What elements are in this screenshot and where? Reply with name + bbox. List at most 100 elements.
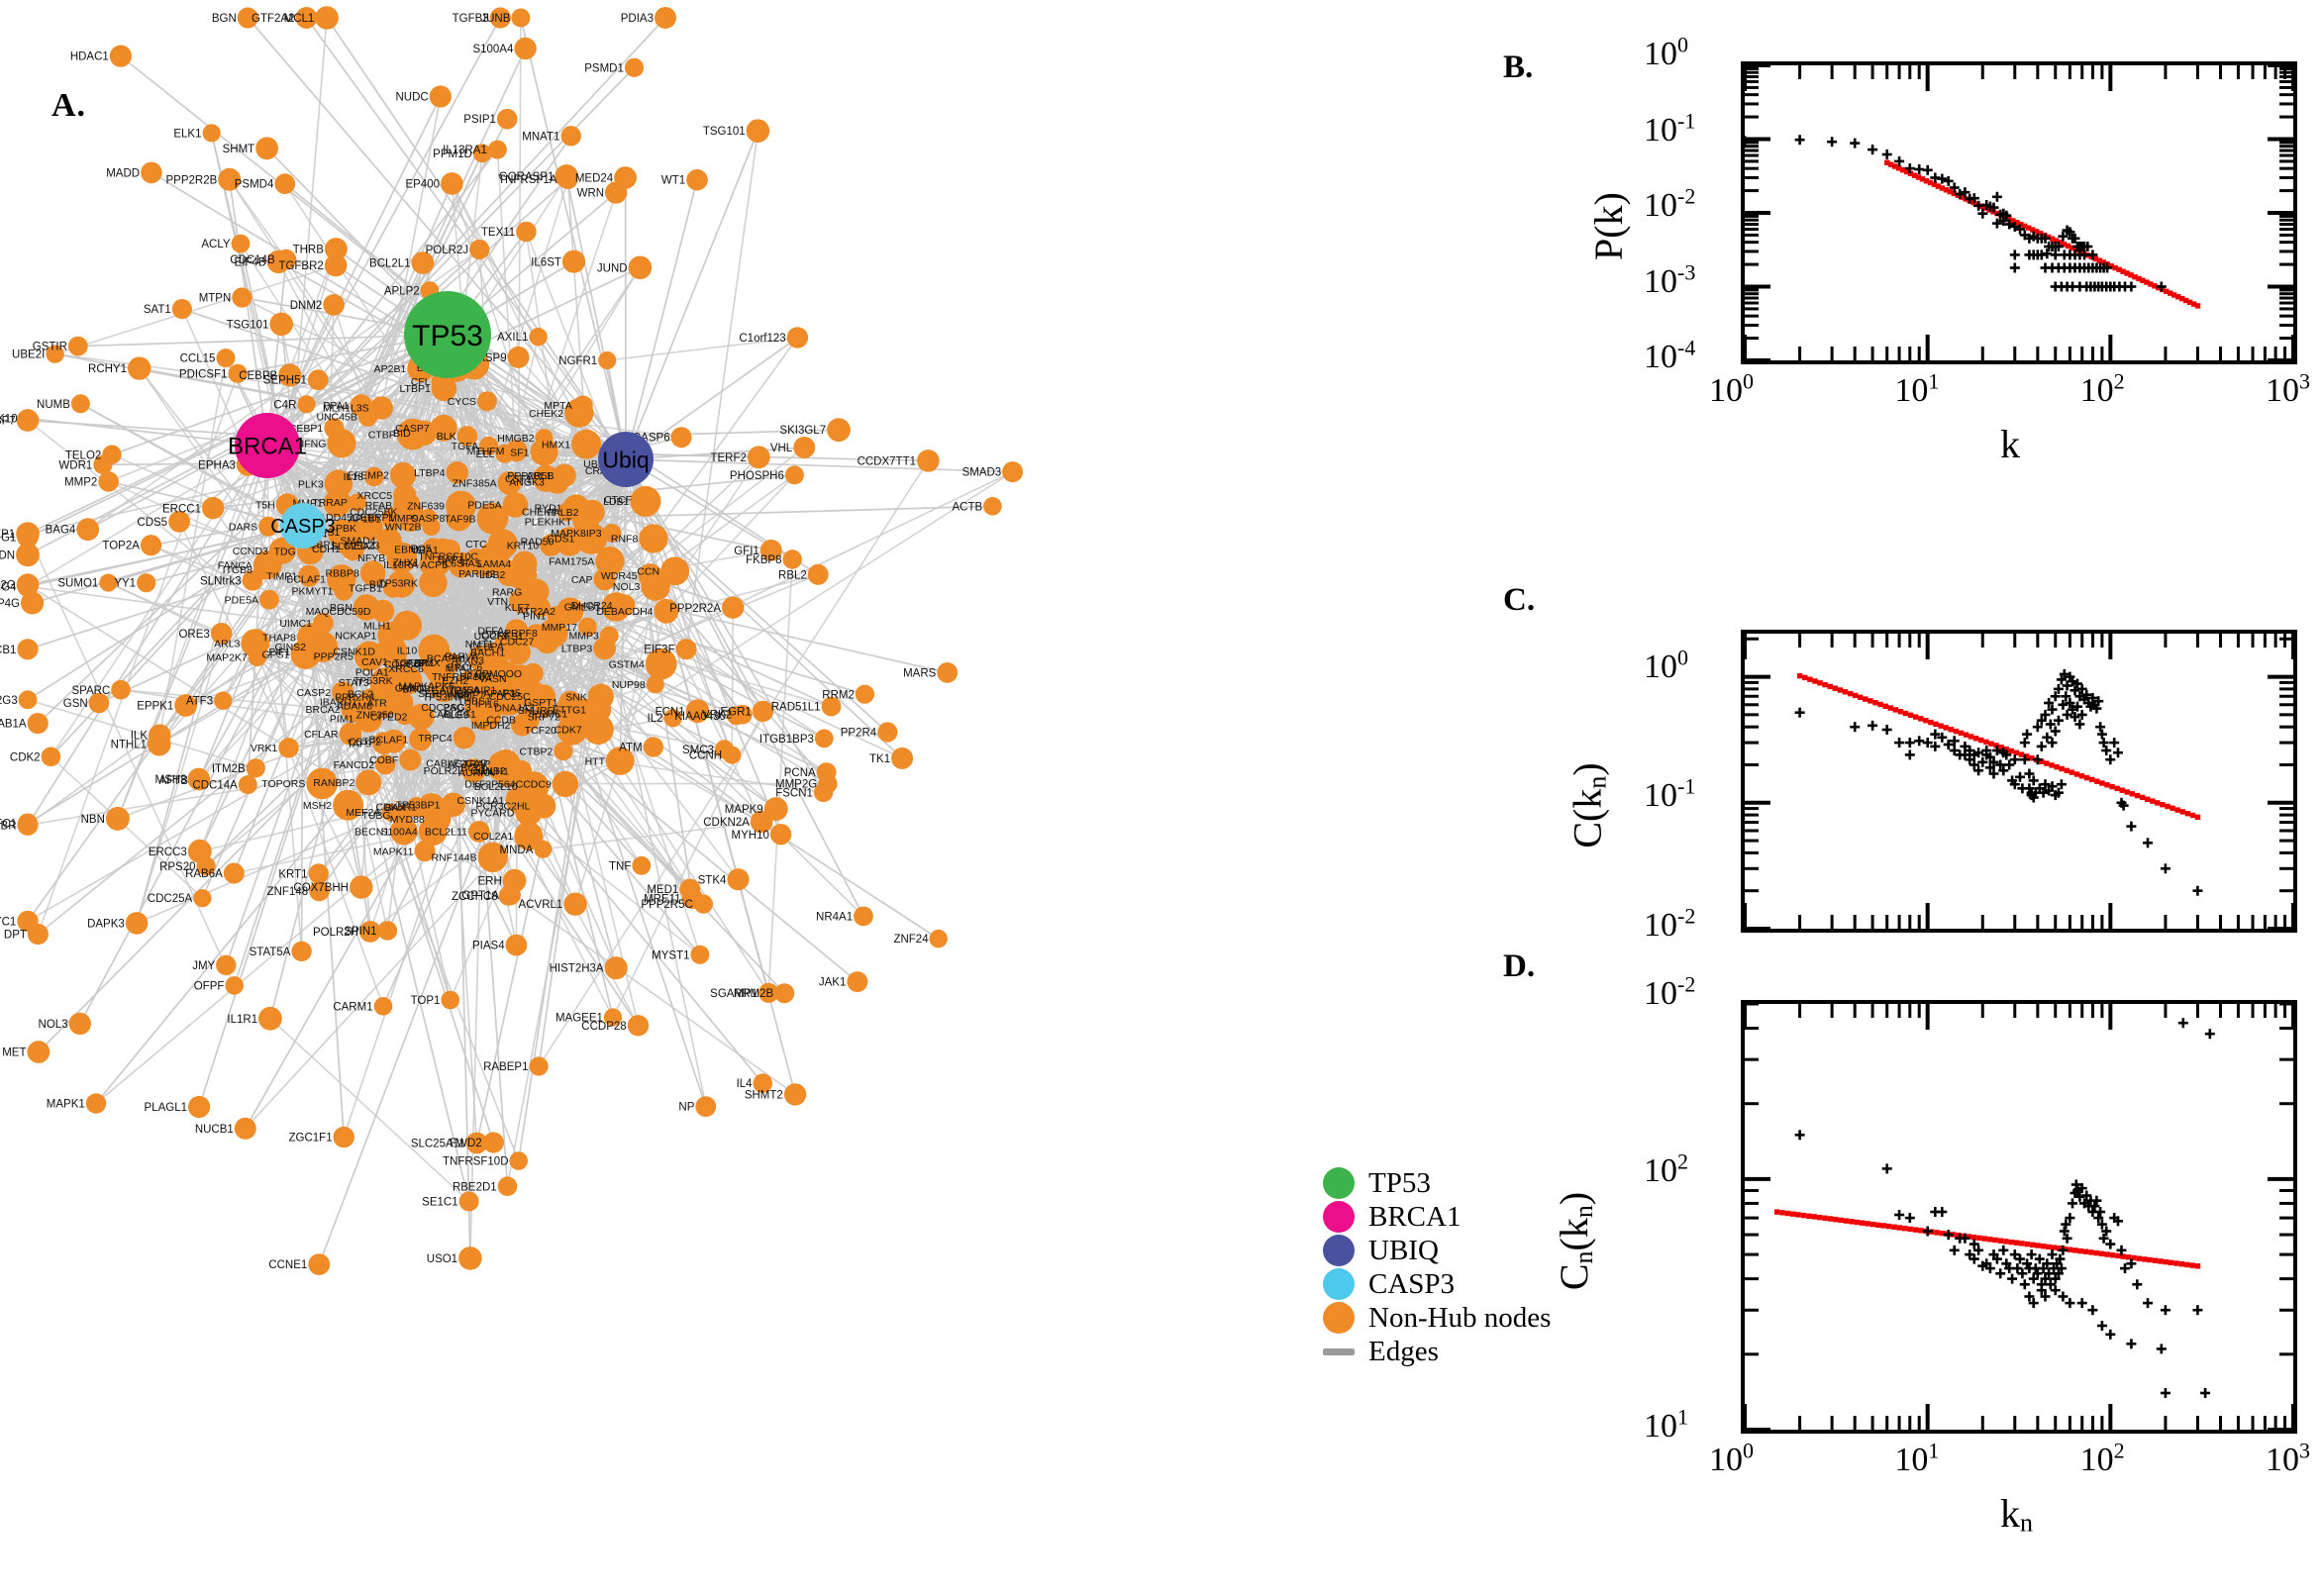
network-node[interactable] (521, 680, 547, 706)
network-node[interactable] (274, 173, 296, 195)
network-node[interactable] (373, 694, 397, 718)
network-node[interactable] (216, 954, 237, 975)
network-node[interactable] (686, 168, 708, 191)
network-node[interactable] (632, 855, 652, 875)
network-node[interactable] (27, 1041, 50, 1063)
network-node[interactable] (88, 692, 110, 714)
network-node[interactable] (472, 144, 492, 163)
network-node[interactable] (324, 253, 348, 277)
network-node[interactable] (373, 997, 393, 1016)
network-node[interactable] (309, 880, 330, 902)
network-node[interactable] (406, 797, 428, 818)
network-node[interactable] (487, 140, 507, 159)
network-node[interactable] (128, 356, 152, 380)
network-node[interactable] (758, 982, 779, 1003)
network-node[interactable] (602, 524, 622, 543)
network-node[interactable] (225, 976, 244, 995)
network-node[interactable] (929, 929, 948, 948)
network-node[interactable] (70, 394, 90, 414)
network-node[interactable] (492, 665, 514, 687)
network-node[interactable] (111, 679, 131, 700)
network-node[interactable] (333, 1126, 354, 1148)
network-node[interactable] (20, 591, 45, 615)
network-node[interactable] (502, 492, 529, 518)
network-node[interactable] (168, 510, 191, 533)
network-node[interactable] (193, 889, 212, 908)
network-node[interactable] (85, 1093, 107, 1114)
network-node[interactable] (505, 440, 528, 462)
network-node[interactable] (27, 923, 49, 946)
network-node[interactable] (479, 436, 499, 455)
network-node[interactable] (604, 956, 628, 980)
network-node[interactable] (232, 287, 252, 308)
network-node[interactable] (315, 6, 339, 30)
network-node[interactable] (877, 722, 898, 743)
network-node[interactable] (214, 691, 233, 710)
network-node[interactable] (259, 589, 279, 610)
network-node[interactable] (595, 547, 625, 576)
network-node[interactable] (552, 770, 579, 798)
network-node[interactable] (355, 769, 382, 796)
network-node[interactable] (446, 490, 476, 522)
network-node[interactable] (376, 536, 396, 556)
network-node[interactable] (453, 727, 476, 749)
network-node[interactable] (563, 892, 587, 916)
network-node[interactable] (539, 618, 568, 648)
network-node[interactable] (458, 1247, 482, 1270)
network-node[interactable] (357, 407, 378, 427)
network-node[interactable] (507, 346, 530, 368)
network-node[interactable] (441, 990, 460, 1010)
network-node[interactable] (323, 294, 345, 316)
network-node[interactable] (393, 491, 421, 519)
network-node[interactable] (937, 662, 959, 683)
network-node[interactable] (291, 941, 312, 961)
network-node[interactable] (511, 714, 534, 737)
network-node[interactable] (394, 704, 416, 725)
network-node[interactable] (328, 519, 356, 549)
network-node[interactable] (41, 747, 61, 767)
network-node[interactable] (533, 464, 560, 492)
network-node[interactable] (627, 1015, 650, 1037)
network-node[interactable] (487, 529, 518, 559)
network-node[interactable] (137, 573, 156, 593)
network-node[interactable] (372, 732, 395, 754)
network-node[interactable] (554, 742, 573, 761)
network-node[interactable] (441, 172, 463, 195)
network-node[interactable] (431, 675, 458, 703)
network-node[interactable] (27, 713, 49, 735)
hub-node-brca1[interactable] (235, 413, 300, 478)
network-node[interactable] (449, 551, 474, 578)
network-node[interactable] (560, 126, 581, 147)
network-node[interactable] (645, 648, 677, 680)
network-node[interactable] (297, 395, 316, 414)
network-node[interactable] (496, 108, 518, 130)
network-node[interactable] (98, 471, 119, 492)
network-node[interactable] (643, 737, 663, 757)
network-node[interactable] (422, 538, 445, 560)
network-node[interactable] (266, 249, 290, 274)
network-node[interactable] (237, 7, 258, 29)
network-node[interactable] (783, 1083, 807, 1106)
network-node[interactable] (847, 971, 868, 993)
network-node[interactable] (605, 181, 628, 204)
network-node[interactable] (675, 639, 697, 660)
network-node[interactable] (782, 549, 802, 569)
hub-node-tp53[interactable] (404, 291, 491, 378)
network-node[interactable] (359, 921, 381, 943)
network-node[interactable] (298, 564, 321, 587)
network-node[interactable] (660, 556, 690, 586)
network-node[interactable] (605, 747, 635, 775)
network-node[interactable] (529, 328, 548, 347)
network-node[interactable] (187, 839, 212, 863)
network-node[interactable] (489, 7, 511, 29)
network-node[interactable] (246, 758, 265, 778)
hub-node-casp3[interactable] (280, 503, 326, 549)
network-node[interactable] (295, 7, 318, 29)
network-node[interactable] (414, 841, 436, 862)
network-node[interactable] (425, 806, 452, 832)
network-node[interactable] (722, 596, 745, 619)
network-node[interactable] (646, 675, 664, 694)
network-node[interactable] (231, 234, 251, 253)
network-node[interactable] (313, 613, 334, 634)
network-node[interactable] (187, 767, 211, 791)
